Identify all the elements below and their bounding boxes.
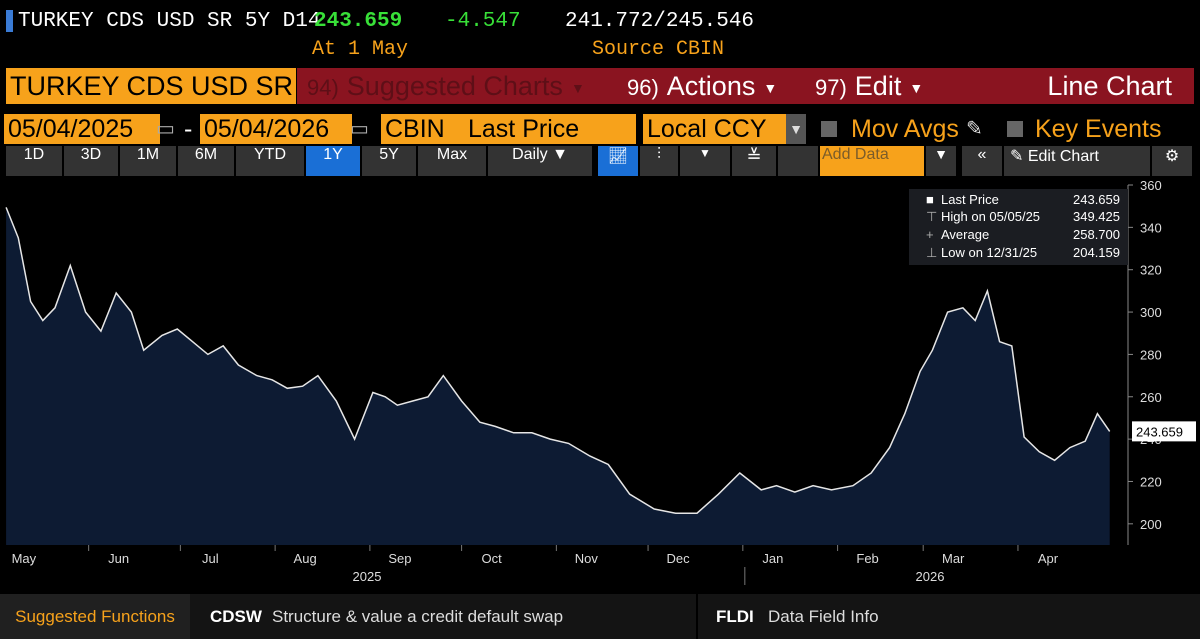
bar-chart-icon[interactable]: ⫶ — [640, 146, 678, 176]
last-price: 243.659 — [314, 10, 403, 33]
suggested-charts-menu[interactable]: 94) Suggested Charts ▼ — [297, 68, 623, 104]
price-chart[interactable]: 200220240260280300320340360243.659MayJun… — [0, 180, 1200, 592]
caret-down-icon: ▼ — [909, 79, 924, 96]
security-field[interactable]: TURKEY CDS USD SR 5Y D14 — [6, 68, 296, 104]
y-tick-label: 260 — [1140, 390, 1162, 405]
price-field-selector[interactable]: Last Price — [464, 114, 636, 144]
source-field[interactable]: CBIN — [381, 114, 465, 144]
legend-average: + Average 258.700 — [926, 227, 1120, 242]
filter-icon[interactable]: ≚ — [732, 146, 776, 176]
y-tick-label: 200 — [1140, 517, 1162, 532]
edit-menu[interactable]: 97) Edit ▼ — [801, 68, 949, 104]
chevron-down-icon[interactable]: ▼ — [786, 114, 806, 144]
end-date-field[interactable]: 05/04/2026 — [200, 114, 352, 144]
last-value-label: 243.659 — [1136, 424, 1183, 439]
period-ytd[interactable]: YTD — [236, 146, 304, 176]
actions-number: 96) — [627, 75, 659, 100]
calendar-icon[interactable]: ▭ — [350, 118, 369, 140]
series-line — [5, 207, 1111, 514]
y-tick-label: 340 — [1140, 220, 1162, 235]
mov-avgs-checkbox[interactable] — [821, 121, 837, 137]
last-value-tag — [1132, 421, 1196, 442]
caret-down-icon: ▼ — [570, 79, 585, 96]
chevron-down-icon[interactable]: ▼ — [680, 146, 730, 176]
frequency-selector[interactable]: Daily ▼ — [488, 146, 592, 176]
ticker-name: TURKEY CDS USD SR 5Y D14 — [18, 10, 321, 33]
add-data-input[interactable]: Add Data — [820, 146, 924, 176]
high-marker-icon: ⊤ — [926, 209, 938, 224]
fldi-function-description[interactable]: Data Field Info — [768, 607, 879, 626]
start-date-field[interactable]: 05/04/2025 — [4, 114, 160, 144]
key-events-checkbox[interactable] — [1007, 121, 1023, 137]
edit-label: Edit — [854, 71, 902, 101]
divider — [696, 594, 698, 639]
edit-chart-label: Edit Chart — [1027, 148, 1099, 165]
suggested-charts-label: Suggested Charts — [346, 71, 563, 101]
y-tick-label: 360 — [1140, 180, 1162, 193]
chart-type-menu[interactable]: Line Chart — [940, 68, 1194, 104]
legend-last-price: ■ Last Price 243.659 — [926, 192, 1120, 207]
period-max[interactable]: Max — [418, 146, 486, 176]
price-source: Source CBIN — [592, 38, 725, 61]
x-tick-label: Dec — [667, 551, 691, 566]
period-6m[interactable]: 6M — [178, 146, 234, 176]
year-label: 2026 — [916, 569, 945, 584]
y-tick-label: 300 — [1140, 305, 1162, 320]
filter-icon[interactable]: ▼ — [926, 146, 956, 176]
x-tick-label: Oct — [481, 551, 502, 566]
actions-menu[interactable]: 96) Actions ▼ — [617, 68, 807, 104]
actions-label: Actions — [666, 71, 756, 101]
x-tick-label: Feb — [856, 551, 878, 566]
legend-high: ⊤ High on 05/05/25 349.425 — [926, 209, 1120, 224]
y-tick-label: 220 — [1140, 474, 1162, 489]
edit-number: 97) — [815, 75, 847, 100]
x-tick-label: Jun — [108, 551, 129, 566]
x-tick-label: Sep — [388, 551, 411, 566]
calendar-icon[interactable]: ▭ — [156, 118, 175, 140]
line-chart-icon[interactable]: 📈︎ — [598, 146, 638, 176]
gear-icon[interactable]: ⚙ — [1152, 146, 1192, 176]
cdsw-function-code[interactable]: CDSW — [210, 607, 262, 626]
legend-low: ⊥ Low on 12/31/25 204.159 — [926, 245, 1120, 260]
x-tick-label: Apr — [1038, 551, 1059, 566]
x-tick-label: Nov — [575, 551, 599, 566]
suggested-charts-number: 94) — [307, 75, 339, 100]
period-1m[interactable]: 1M — [120, 146, 176, 176]
caret-down-icon: ▼ — [763, 79, 778, 96]
x-tick-label: Aug — [294, 551, 317, 566]
price-range: 241.772/245.546 — [565, 10, 755, 33]
y-tick-label: 320 — [1140, 263, 1162, 278]
date-separator: - — [184, 115, 193, 143]
chart-legend[interactable]: ■ Last Price 243.659 ⊤ High on 05/05/25 … — [909, 189, 1128, 265]
x-tick-label: Mar — [942, 551, 965, 566]
pencil-icon: ✎ — [1010, 148, 1024, 165]
square-icon: ■ — [926, 192, 934, 207]
year-label: 2025 — [353, 569, 382, 584]
period-3d[interactable]: 3D — [64, 146, 118, 176]
x-tick-label: May — [12, 551, 37, 566]
collapse-icon[interactable]: « — [962, 146, 1002, 176]
price-change: -4.547 — [445, 10, 521, 33]
pencil-icon[interactable]: ✎ — [966, 118, 983, 140]
period-1d[interactable]: 1D — [6, 146, 62, 176]
period-1y[interactable]: 1Y — [306, 146, 360, 176]
fldi-function-code[interactable]: FLDI — [716, 607, 754, 626]
as-of-date: At 1 May — [312, 38, 409, 61]
key-events-label[interactable]: Key Events — [1035, 115, 1162, 143]
bottom-bar: Suggested Functions CDSW Structure & val… — [0, 594, 1200, 639]
suggested-functions-label[interactable]: Suggested Functions — [0, 594, 190, 639]
x-tick-label: Jul — [202, 551, 219, 566]
y-tick-label: 280 — [1140, 347, 1162, 362]
x-tick-label: Jan — [762, 551, 783, 566]
edit-chart-button[interactable]: ✎ Edit Chart — [1004, 146, 1150, 176]
cdsw-function-description[interactable]: Structure & value a credit default swap — [272, 607, 564, 626]
toolbar-spacer — [778, 146, 818, 176]
average-marker-icon: + — [926, 227, 934, 242]
mov-avgs-label[interactable]: Mov Avgs — [851, 115, 959, 143]
period-5y[interactable]: 5Y — [362, 146, 416, 176]
security-marker — [6, 10, 13, 32]
currency-selector[interactable]: Local CCY — [643, 114, 791, 144]
series-area — [6, 207, 1110, 545]
low-marker-icon: ⊥ — [926, 245, 938, 260]
